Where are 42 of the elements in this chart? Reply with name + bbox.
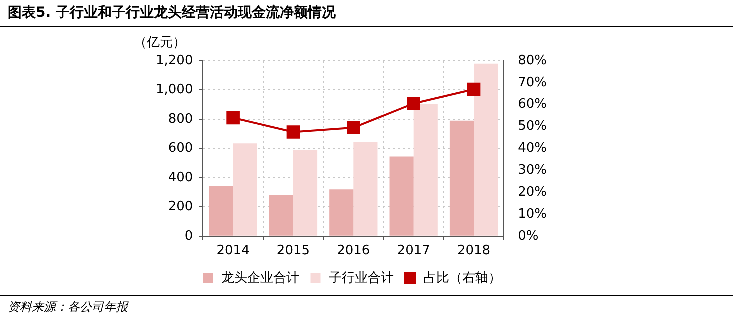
y2-tick-label: 30% [518,163,548,178]
y-tick-label: 1,000 [156,82,194,98]
bar [354,142,378,236]
y-axis-title: （亿元） [134,35,186,50]
y-tick-label: 0 [184,228,194,244]
y2-tick-label: 80% [518,53,548,68]
point [347,121,360,135]
y2-tick-label: 70% [518,75,548,90]
point [286,126,300,139]
y-tick-label: 400 [168,170,194,186]
y-tick-label: 800 [168,112,194,127]
bar [233,144,258,236]
text: 资料来源：各公司年报 [8,299,130,316]
y2-tick-label: 20% [518,184,548,200]
bar [209,186,234,236]
y2-tick-label: 10% [518,206,548,222]
y2-tick-label: 0% [518,228,539,244]
y2-tick-label: 50% [518,119,548,134]
point [226,111,240,125]
bar [414,104,438,236]
legend-label: 占比（右轴） [423,270,502,286]
y-tick-label: 600 [168,141,194,156]
point [467,82,481,96]
x-tick-label: 2016 [337,244,370,259]
point [407,97,420,110]
y2-tick-label: 40% [518,141,548,156]
bar [269,195,294,236]
x-tick-label: 2018 [457,244,491,259]
x-tick-label: 2017 [397,244,430,259]
bar [330,190,354,236]
bar [390,156,414,236]
x-tick-label: 2015 [276,244,310,259]
bar [293,150,318,236]
chart-title: 图表5. 子行业和子行业龙头经营活动现金流净额情况 [0,0,733,27]
y-tick-label: 200 [168,200,194,215]
bar [474,64,498,236]
legend-label: 子行业合计 [328,270,394,286]
y-tick-label: 1,200 [156,53,194,68]
legend-label: 龙头企业合计 [221,270,300,286]
y2-tick-label: 60% [518,97,548,112]
bar [450,120,474,236]
x-tick-label: 2014 [216,244,250,259]
